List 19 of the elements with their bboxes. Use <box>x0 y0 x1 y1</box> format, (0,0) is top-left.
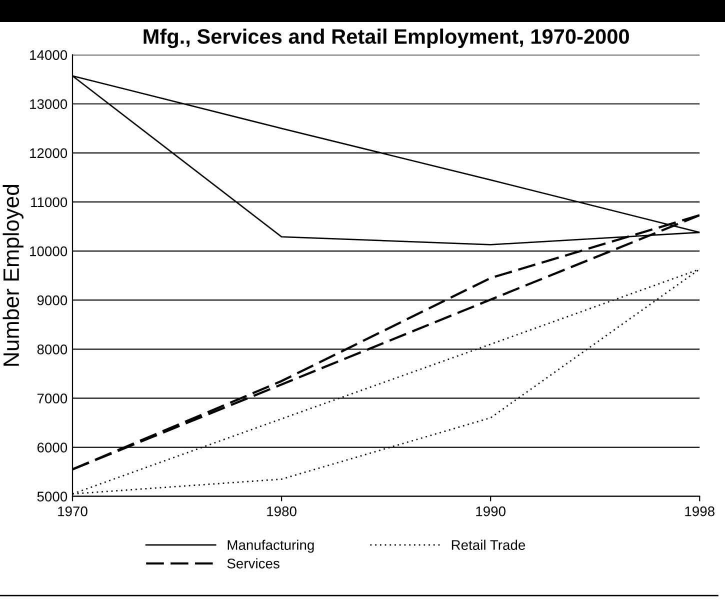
legend-label: Retail Trade <box>452 540 526 550</box>
y-tick-label: 7000 <box>37 394 68 404</box>
legend-label: Services <box>227 558 280 568</box>
x-tick-label: 1980 <box>267 506 296 516</box>
chart-title: Mfg., Services and Retail Employment, 1970-2000 <box>144 28 629 48</box>
x-tick-label: 1998 <box>685 506 714 516</box>
x-tick-label: 1990 <box>476 506 506 516</box>
x-tick-label: 1970 <box>58 506 88 516</box>
legend-label: Manufacturing <box>228 540 314 553</box>
y-tick-label: 9000 <box>37 295 68 306</box>
y-axis-title: Number Employed <box>2 184 24 366</box>
y-tick-label: 8000 <box>37 344 68 354</box>
y-tick-label: 14000 <box>30 50 68 60</box>
y-tick-label: 11000 <box>31 197 68 208</box>
y-tick-label: 6000 <box>37 442 68 452</box>
y-tick-label: 10000 <box>30 246 68 256</box>
y-tick-label: 12000 <box>30 148 68 158</box>
y-tick-label: 13000 <box>30 99 68 110</box>
y-tick-label: 5000 <box>37 492 68 502</box>
